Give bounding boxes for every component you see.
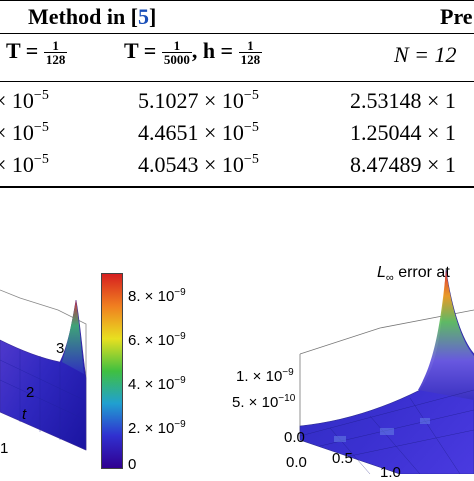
colorbar [101,273,123,469]
header-mid-rule [0,33,474,34]
table-bottom-rule [0,186,474,188]
row2-col3: 1.25044 × 1 [350,120,456,145]
row2-col2: 4.4651 × 10−5 [138,120,259,145]
col3-header: N = 12 [394,42,457,67]
left-plot-tick-2: 2 [26,384,35,401]
row3-col2: 4.0543 × 10−5 [138,152,259,177]
col1-header: T = 1 128 [6,38,68,68]
right-x-tick-05: 0.5 [332,450,353,467]
colorbar-label-0: 0 [128,456,137,473]
colorbar-label-8: 8. × 10−9 [128,287,186,305]
row3-col3: 8.47489 × 1 [350,152,456,177]
right-plot-title: L∞ error at [377,264,450,285]
colorbar-label-4: 4. × 10−9 [128,375,186,393]
left-plot-tick-1: 1 [0,440,9,457]
citation-link[interactable]: 5 [138,4,149,29]
right-z-tick-0: 0.0 [284,429,305,446]
left-plot-axis-t: t [22,406,27,423]
right-z-tick-1e-9: 1. × 10−9 [236,367,294,385]
row3-col1: × 10−5 [0,152,49,177]
header-bottom-rule [0,81,474,82]
colorbar-label-2: 2. × 10−9 [128,419,186,437]
row2-col1: × 10−5 [0,120,49,145]
method-header: Method in [5] [28,4,157,29]
row1-col3: 2.53148 × 1 [350,88,456,113]
left-surface-plot [0,289,87,451]
left-plot-tick-3: 3 [56,340,65,357]
col2-header: T = 1 5000, h = 1 128 [124,38,263,68]
present-header: Pre [440,4,473,29]
right-z-tick-5e-10: 5. × 10−10 [232,393,296,411]
row1-col1: × 10−5 [0,88,49,113]
right-x-tick-0: 0.0 [286,454,307,471]
row1-col2: 5.1027 × 10−5 [138,88,259,113]
table-top-rule [0,0,474,1]
right-surface-plot [299,269,474,474]
colorbar-label-6: 6. × 10−9 [128,331,186,349]
right-x-tick-1: 1.0 [380,464,401,481]
